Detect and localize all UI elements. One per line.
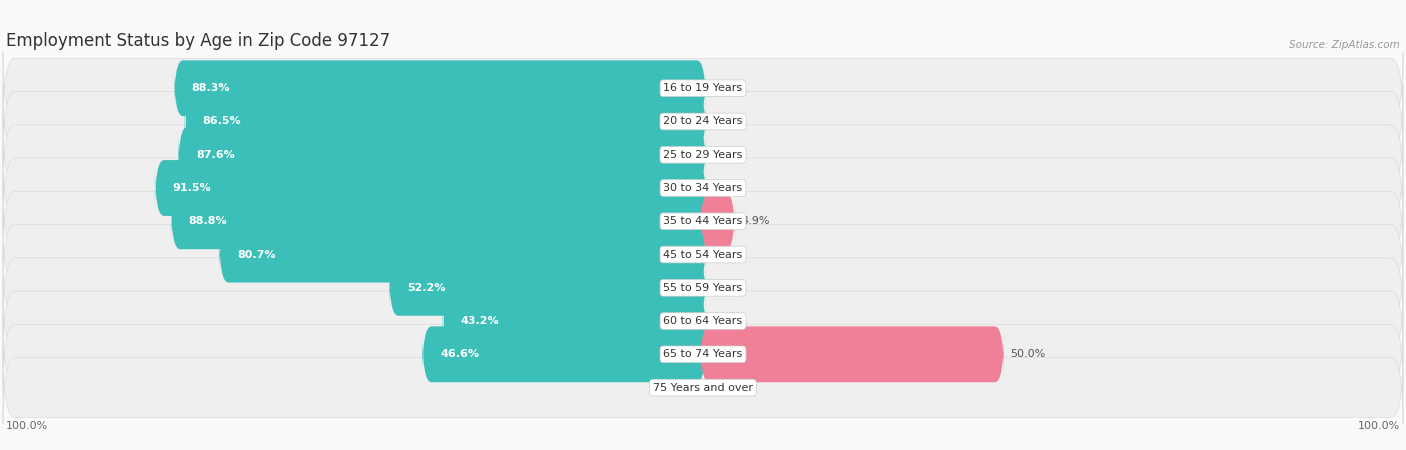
Text: 20 to 24 Years: 20 to 24 Years [664, 117, 742, 126]
Text: 0.0%: 0.0% [714, 183, 744, 193]
FancyBboxPatch shape [179, 127, 706, 183]
FancyBboxPatch shape [3, 152, 1403, 225]
FancyBboxPatch shape [3, 118, 1403, 191]
FancyBboxPatch shape [3, 184, 1403, 258]
FancyBboxPatch shape [174, 60, 706, 116]
FancyBboxPatch shape [3, 85, 1403, 158]
Text: 30 to 34 Years: 30 to 34 Years [664, 183, 742, 193]
FancyBboxPatch shape [700, 326, 1004, 382]
Text: 0.0%: 0.0% [714, 316, 744, 326]
Text: Source: ZipAtlas.com: Source: ZipAtlas.com [1289, 40, 1400, 50]
Text: 35 to 44 Years: 35 to 44 Years [664, 216, 742, 226]
Text: 100.0%: 100.0% [6, 421, 48, 431]
FancyBboxPatch shape [3, 318, 1403, 391]
Text: 46.6%: 46.6% [440, 349, 479, 360]
Text: 65 to 74 Years: 65 to 74 Years [664, 349, 742, 360]
Text: 60 to 64 Years: 60 to 64 Years [664, 316, 742, 326]
Text: 0.0%: 0.0% [662, 382, 692, 392]
FancyBboxPatch shape [3, 218, 1403, 291]
Text: 0.0%: 0.0% [714, 117, 744, 126]
FancyBboxPatch shape [389, 260, 706, 316]
Text: 0.0%: 0.0% [714, 83, 744, 93]
Text: 86.5%: 86.5% [202, 117, 242, 126]
Text: 0.0%: 0.0% [714, 283, 744, 293]
FancyBboxPatch shape [219, 227, 706, 283]
FancyBboxPatch shape [184, 94, 706, 149]
FancyBboxPatch shape [3, 351, 1403, 424]
Text: 16 to 19 Years: 16 to 19 Years [664, 83, 742, 93]
Text: 0.0%: 0.0% [714, 250, 744, 260]
Text: 80.7%: 80.7% [238, 250, 276, 260]
Text: Employment Status by Age in Zip Code 97127: Employment Status by Age in Zip Code 971… [6, 32, 389, 50]
FancyBboxPatch shape [3, 52, 1403, 125]
FancyBboxPatch shape [3, 284, 1403, 358]
Text: 88.8%: 88.8% [188, 216, 228, 226]
FancyBboxPatch shape [155, 160, 706, 216]
FancyBboxPatch shape [700, 194, 735, 249]
FancyBboxPatch shape [422, 326, 706, 382]
Text: 52.2%: 52.2% [406, 283, 446, 293]
Text: 88.3%: 88.3% [191, 83, 231, 93]
Text: 43.2%: 43.2% [461, 316, 499, 326]
FancyBboxPatch shape [172, 194, 706, 249]
Text: 45 to 54 Years: 45 to 54 Years [664, 250, 742, 260]
Text: 75 Years and over: 75 Years and over [652, 382, 754, 392]
Text: 4.9%: 4.9% [741, 216, 769, 226]
Text: 91.5%: 91.5% [173, 183, 211, 193]
Text: 50.0%: 50.0% [1010, 349, 1045, 360]
Text: 25 to 29 Years: 25 to 29 Years [664, 150, 742, 160]
FancyBboxPatch shape [3, 251, 1403, 324]
Text: 87.6%: 87.6% [195, 150, 235, 160]
FancyBboxPatch shape [443, 293, 706, 349]
Text: 0.0%: 0.0% [714, 150, 744, 160]
Text: 55 to 59 Years: 55 to 59 Years [664, 283, 742, 293]
Text: 100.0%: 100.0% [1358, 421, 1400, 431]
Text: 0.0%: 0.0% [714, 382, 744, 392]
